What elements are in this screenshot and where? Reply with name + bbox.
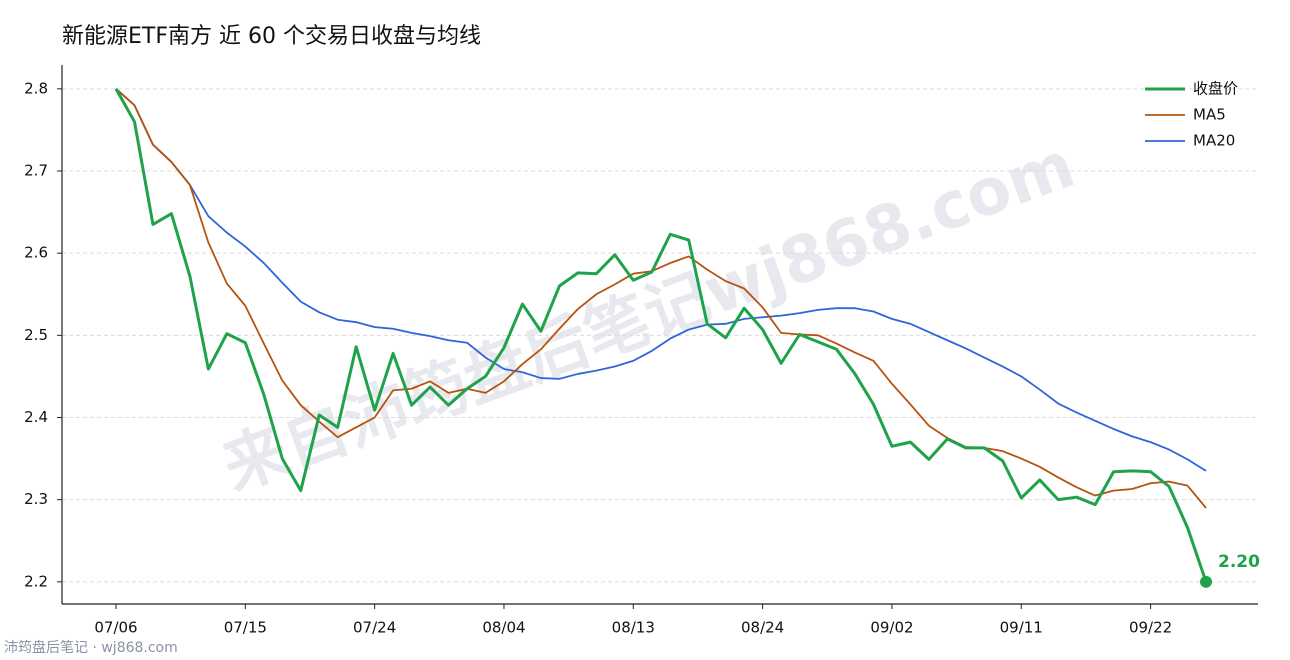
series-line bbox=[115, 88, 1207, 472]
legend-label: 收盘价 bbox=[1193, 80, 1238, 98]
x-tick-label: 09/11 bbox=[1000, 619, 1043, 637]
y-tick-label: 2.6 bbox=[24, 244, 48, 262]
y-tick-label: 2.7 bbox=[24, 161, 48, 179]
y-tick-label: 2.5 bbox=[24, 326, 48, 344]
series-line bbox=[114, 88, 1208, 583]
end-label: 2.20 bbox=[1218, 552, 1260, 572]
x-tick-label: 08/13 bbox=[612, 619, 655, 637]
legend-label: MA5 bbox=[1193, 106, 1226, 124]
end-point bbox=[1200, 575, 1212, 588]
x-tick-label: 07/15 bbox=[224, 619, 267, 637]
series-line bbox=[115, 88, 1207, 509]
x-tick-label: 08/04 bbox=[482, 619, 525, 637]
footer: 沛筠盘后笔记 · wj868.com bbox=[4, 639, 178, 656]
y-tick-label: 2.4 bbox=[24, 408, 48, 426]
x-tick-label: 08/24 bbox=[741, 619, 784, 637]
x-tick-label: 09/22 bbox=[1129, 619, 1172, 637]
legend-label: MA20 bbox=[1193, 132, 1235, 150]
x-tick-label: 07/06 bbox=[94, 619, 137, 637]
y-tick-label: 2.3 bbox=[24, 490, 48, 508]
chart-title: 新能源ETF南方 近 60 个交易日收盘与均线 bbox=[62, 24, 481, 49]
y-tick-label: 2.2 bbox=[24, 572, 48, 590]
watermark: 来自沛筠盘后笔记wj868.com bbox=[214, 128, 1085, 505]
y-tick-label: 2.8 bbox=[24, 79, 48, 97]
x-tick-label: 09/02 bbox=[870, 619, 913, 637]
x-tick-label: 07/24 bbox=[353, 619, 396, 637]
